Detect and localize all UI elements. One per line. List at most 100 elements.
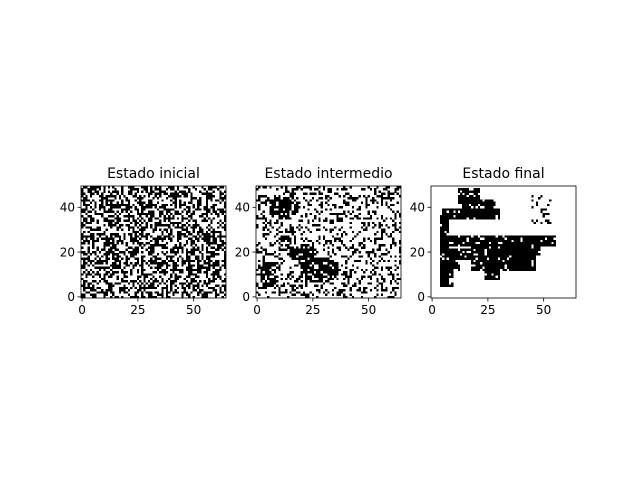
grid-cell: [462, 208, 465, 211]
grid-cell: [194, 268, 198, 272]
grid-cell: [172, 221, 175, 225]
grid-cell: [147, 233, 151, 236]
grid-cell: [314, 215, 317, 218]
grid-cell: [398, 255, 402, 258]
grid-cell: [515, 235, 519, 238]
grid-cell: [280, 208, 283, 211]
grid-cell: [121, 190, 124, 193]
grid-cell: [217, 199, 220, 202]
grid-cell: [87, 257, 90, 260]
grid-cell: [369, 188, 373, 191]
grid-cell: [533, 239, 536, 243]
grid-cell: [531, 219, 534, 222]
grid-cell: [205, 257, 209, 260]
grid-cell: [112, 262, 115, 265]
grid-cell: [491, 259, 494, 263]
grid-cell: [509, 264, 512, 267]
grid-cell: [217, 221, 220, 225]
grid-cell: [300, 293, 303, 296]
grid-cell: [154, 224, 157, 227]
grid-cell: [141, 293, 144, 296]
grid-cell: [85, 212, 88, 216]
grid-cell: [515, 257, 519, 260]
grid-cell: [154, 217, 157, 220]
grid-cell: [132, 203, 135, 207]
grid-cell: [305, 275, 308, 278]
grid-cell: [159, 215, 162, 218]
grid-cell: [318, 212, 321, 216]
grid-cell: [497, 277, 501, 281]
grid-cell: [143, 228, 146, 231]
grid-cell: [92, 228, 95, 231]
grid-cell: [170, 230, 173, 234]
grid-cell: [116, 242, 119, 245]
grid-cell: [285, 235, 288, 238]
grid-cell: [347, 201, 350, 204]
grid-cell: [349, 275, 352, 278]
grid-cell: [495, 242, 498, 245]
grid-cell: [260, 271, 263, 274]
grid-cell: [473, 268, 476, 272]
grid-cell: [464, 203, 467, 207]
grid-cell: [212, 206, 215, 209]
grid-cell: [145, 273, 148, 276]
grid-cell: [475, 250, 478, 254]
grid-cell: [526, 248, 530, 252]
grid-cell: [486, 203, 490, 207]
grid-cell: [130, 239, 133, 243]
grid-cell: [448, 237, 452, 240]
grid-cell: [165, 266, 169, 269]
grid-cell: [544, 212, 548, 216]
grid-cell: [376, 217, 379, 220]
grid-cell: [210, 219, 213, 222]
grid-cell: [92, 259, 95, 263]
grid-cell: [152, 203, 155, 207]
grid-cell: [197, 208, 200, 211]
grid-cell: [475, 190, 478, 193]
grid-cell: [448, 255, 452, 258]
grid-cell: [509, 244, 512, 247]
grid-cell: [446, 244, 449, 247]
grid-cell: [455, 235, 458, 238]
grid-cell: [318, 273, 321, 276]
grid-cell: [134, 262, 137, 265]
x-tick-label: 0: [253, 303, 261, 317]
grid-cell: [205, 250, 209, 254]
grid-cell: [327, 246, 330, 249]
grid-cell: [217, 212, 220, 216]
grid-cell: [296, 253, 299, 256]
grid-cell: [442, 250, 445, 254]
grid-cell: [141, 286, 144, 290]
grid-cell: [181, 295, 184, 299]
grid-cell: [101, 291, 104, 294]
grid-cell: [199, 208, 202, 211]
grid-cell: [506, 262, 510, 265]
grid-cell: [529, 262, 532, 265]
grid-cell: [320, 280, 323, 283]
grid-cell: [477, 248, 481, 252]
grid-cell: [491, 201, 494, 204]
grid-cell: [338, 228, 341, 231]
grid-cell: [181, 268, 184, 272]
grid-cell: [280, 206, 283, 209]
grid-cell: [212, 203, 215, 207]
grid-cell: [374, 255, 377, 258]
grid-cell: [314, 268, 317, 272]
grid-cell: [298, 206, 301, 209]
grid-cell: [349, 197, 352, 200]
grid-cell: [520, 257, 523, 260]
grid-cell: [489, 253, 492, 256]
grid-cell: [152, 246, 155, 249]
grid-cell: [156, 280, 160, 283]
grid-cell: [214, 230, 218, 234]
grid-cell: [185, 242, 189, 245]
grid-cell: [529, 253, 532, 256]
grid-cell: [444, 253, 447, 256]
grid-cell: [92, 295, 95, 299]
grid-cell: [549, 239, 552, 243]
grid-cell: [356, 197, 359, 200]
grid-cell: [325, 201, 328, 204]
grid-cell: [322, 219, 326, 222]
grid-cell: [179, 271, 182, 274]
